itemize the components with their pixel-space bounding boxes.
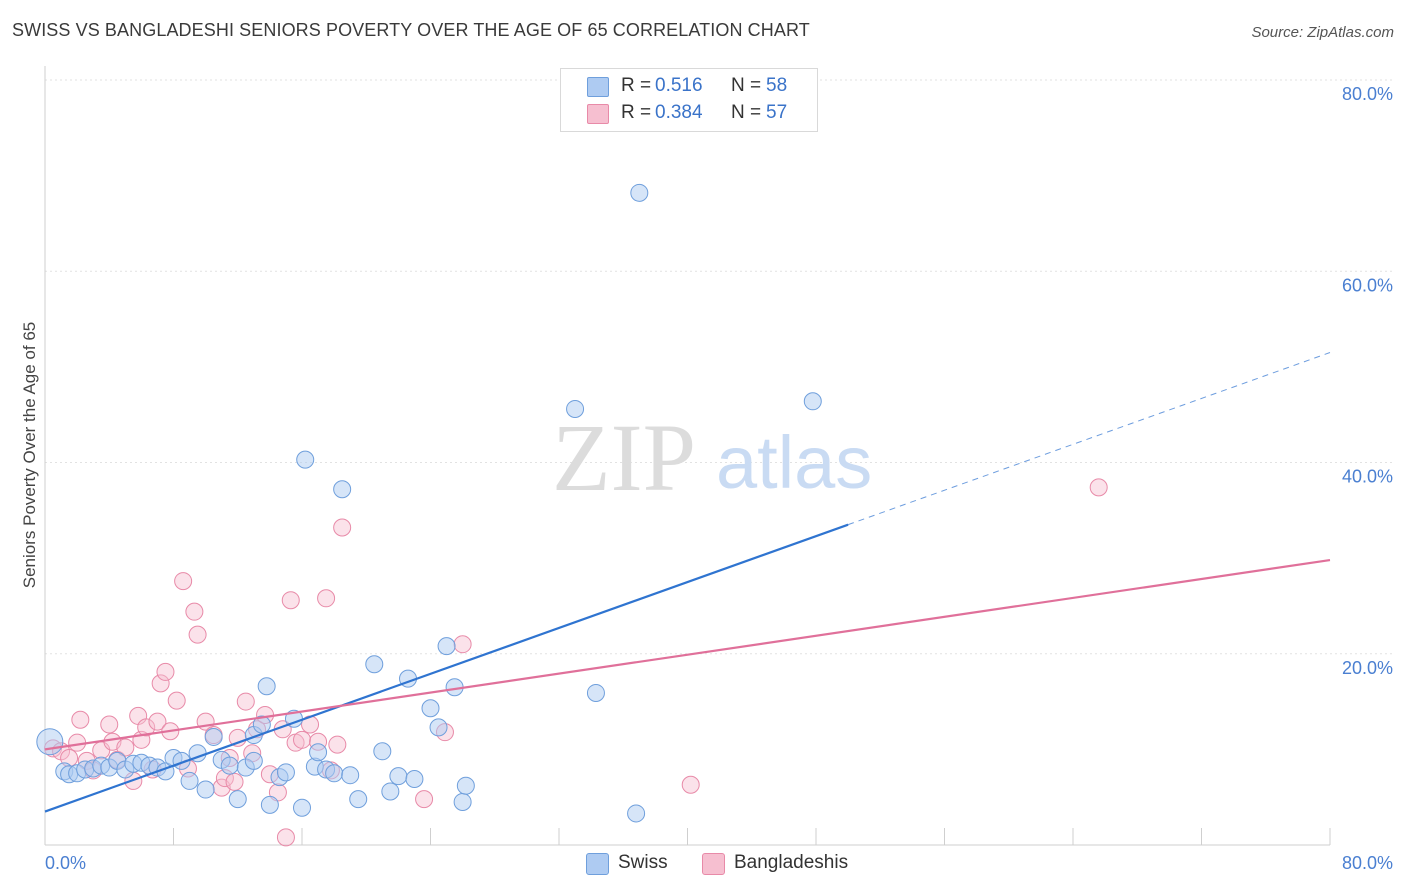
legend-swatch-bangladeshis — [702, 853, 725, 875]
data-point-swiss — [627, 804, 646, 823]
y-axis-label: Seniors Poverty Over the Age of 65 — [20, 322, 39, 588]
watermark-atlas: atlas — [716, 421, 872, 504]
legend-swatch-swiss — [586, 853, 609, 875]
data-point-swiss — [180, 771, 199, 790]
data-point-swiss — [196, 780, 215, 799]
data-point-bangladeshis — [148, 712, 167, 731]
data-point-swiss — [630, 183, 649, 202]
data-point-swiss — [405, 770, 424, 789]
trend-line-bangladeshis — [44, 558, 1331, 751]
data-point-bangladeshis — [185, 602, 204, 621]
legend-r-value: 0.516 — [655, 75, 703, 96]
series-swiss-points — [36, 183, 822, 823]
source-label: Source: ZipAtlas.com — [1251, 24, 1394, 41]
watermark-zip: ZIP — [552, 404, 696, 511]
legend-label-bangladeshis: Bangladeshis — [734, 852, 849, 873]
data-point-bangladeshis — [281, 591, 300, 610]
data-point-swiss — [341, 766, 360, 785]
data-point-swiss — [309, 743, 328, 762]
data-point-bangladeshis — [151, 674, 170, 693]
data-point-swiss — [333, 480, 352, 499]
legend-swatch-swiss — [587, 77, 609, 97]
data-point-bangladeshis — [167, 691, 186, 710]
data-point-bangladeshis — [174, 572, 193, 591]
data-point-swiss — [220, 756, 239, 775]
trend-lines — [44, 352, 1331, 813]
data-point-swiss — [373, 742, 392, 761]
legend-n-value: 57 — [766, 102, 788, 123]
data-point-bangladeshis — [116, 738, 135, 757]
data-point-bangladeshis — [156, 662, 175, 681]
data-point-swiss — [204, 727, 223, 746]
data-point-swiss — [244, 751, 263, 770]
data-point-swiss — [437, 637, 456, 656]
data-point-swiss — [421, 699, 440, 718]
chart-title: SWISS VS BANGLADESHI SENIORS POVERTY OVE… — [12, 20, 810, 40]
data-point-swiss — [293, 798, 311, 817]
data-point-bangladeshis — [328, 735, 347, 754]
legend-row-bangladeshis: R = 0.384 N = 57 — [561, 102, 817, 128]
data-point-bangladeshis — [71, 710, 90, 729]
tick-labels: 20.0% 40.0% 60.0% 80.0% 0.0% 80.0% — [45, 84, 1393, 873]
y-tick-label: 40.0% — [1342, 467, 1393, 487]
y-tick-label: 20.0% — [1342, 658, 1393, 678]
x-tick-label: 0.0% — [45, 853, 86, 873]
data-point-swiss — [365, 655, 384, 674]
data-point-swiss — [389, 767, 408, 786]
watermark: ZIP atlas — [552, 404, 872, 511]
trend-line-swiss-extension — [847, 352, 1331, 526]
data-point-bangladeshis — [317, 589, 336, 608]
data-point-bangladeshis — [453, 635, 472, 654]
legend-r-label: R = — [621, 75, 652, 96]
data-point-swiss — [456, 776, 475, 795]
legend-n-label: N = — [731, 102, 762, 123]
data-point-swiss — [429, 718, 448, 737]
data-point-swiss — [296, 450, 315, 469]
legend-row-swiss: R = 0.516 N = 58 — [561, 75, 817, 101]
grid-lines — [45, 79, 1395, 655]
axes — [44, 66, 1331, 846]
data-point-swiss — [257, 677, 276, 696]
x-tick-label: 80.0% — [1342, 853, 1393, 873]
legend-n-label: N = — [731, 75, 762, 96]
correlation-legend: R = 0.516 N = 58 R = 0.384 N = 57 — [560, 68, 818, 132]
data-point-swiss — [325, 764, 344, 783]
data-point-bangladeshis — [236, 692, 255, 711]
data-point-bangladeshis — [1089, 478, 1108, 497]
y-tick-label: 60.0% — [1342, 275, 1393, 295]
data-point-swiss — [276, 763, 295, 782]
data-point-bangladeshis — [415, 790, 434, 809]
legend-r-value: 0.384 — [655, 102, 703, 123]
legend-r-label: R = — [621, 102, 652, 123]
data-point-bangladeshis — [137, 718, 156, 737]
data-point-bangladeshis — [681, 775, 700, 794]
data-point-bangladeshis — [293, 730, 311, 749]
data-point-swiss — [349, 790, 368, 809]
data-point-swiss — [36, 728, 64, 756]
data-point-bangladeshis — [333, 518, 352, 537]
data-point-bangladeshis — [225, 772, 244, 791]
trend-line-swiss — [44, 523, 849, 813]
data-point-swiss — [453, 792, 472, 811]
data-point-swiss — [566, 399, 585, 418]
data-point-bangladeshis — [188, 625, 207, 644]
data-point-swiss — [260, 795, 279, 814]
data-point-swiss — [228, 790, 247, 809]
data-point-bangladeshis — [276, 828, 295, 847]
data-point-swiss — [381, 782, 400, 801]
data-point-bangladeshis — [100, 715, 119, 734]
legend-swatch-bangladeshis — [587, 104, 609, 124]
data-point-swiss — [803, 392, 822, 411]
legend-label-swiss: Swiss — [618, 852, 668, 873]
legend-n-value: 58 — [766, 75, 788, 96]
y-tick-label: 80.0% — [1342, 84, 1393, 104]
data-point-swiss — [586, 683, 605, 702]
